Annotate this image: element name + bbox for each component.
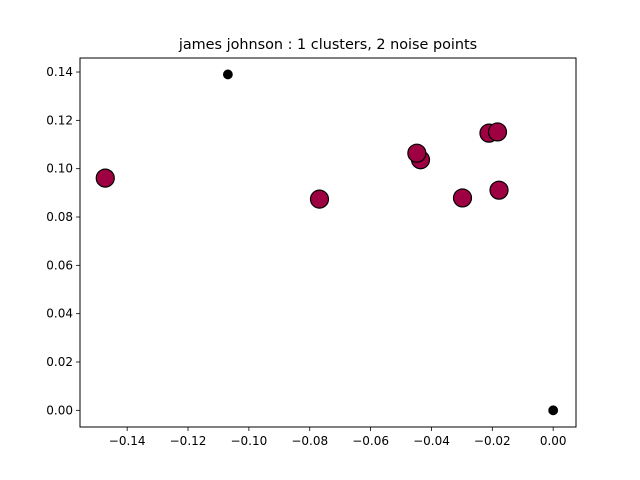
- y-axis: 0.00 0.02 0.04 0.06 0.08 0.10 0.12 0.14: [46, 65, 80, 417]
- y-tick-label: 0.06: [46, 258, 73, 272]
- cluster-point: [487, 122, 508, 142]
- x-tick-label: −0.06: [352, 434, 389, 448]
- x-tick-label: 0.00: [540, 434, 567, 448]
- y-tick-label: 0.02: [46, 355, 73, 369]
- x-tick-label: −0.10: [230, 434, 267, 448]
- y-tick-label: 0.12: [46, 113, 73, 127]
- cluster-point: [489, 180, 509, 200]
- noise-point: [222, 69, 233, 80]
- x-tick-label: −0.14: [109, 434, 146, 448]
- x-tick-label: −0.08: [291, 434, 328, 448]
- chart-title: james johnson : 1 clusters, 2 noise poin…: [178, 37, 477, 53]
- y-tick-label: 0.00: [46, 403, 73, 417]
- x-tick-label: −0.02: [474, 434, 511, 448]
- x-axis: −0.14 −0.12 −0.10 −0.08 −0.06 −0.04 −0.02 0.00: [109, 427, 567, 448]
- noise-point: [548, 405, 559, 416]
- y-tick-label: 0.08: [46, 210, 73, 224]
- plot-frame: [79, 57, 577, 428]
- data-points: [95, 69, 559, 416]
- cluster-point: [309, 189, 330, 209]
- y-tick-label: 0.04: [46, 307, 73, 321]
- y-tick-label: 0.10: [46, 162, 73, 176]
- y-tick-label: 0.14: [46, 65, 73, 79]
- cluster-point: [452, 188, 473, 208]
- x-tick-label: −0.12: [170, 434, 207, 448]
- cluster-point: [407, 143, 427, 163]
- cluster-point: [95, 168, 115, 188]
- x-tick-label: −0.04: [413, 434, 450, 448]
